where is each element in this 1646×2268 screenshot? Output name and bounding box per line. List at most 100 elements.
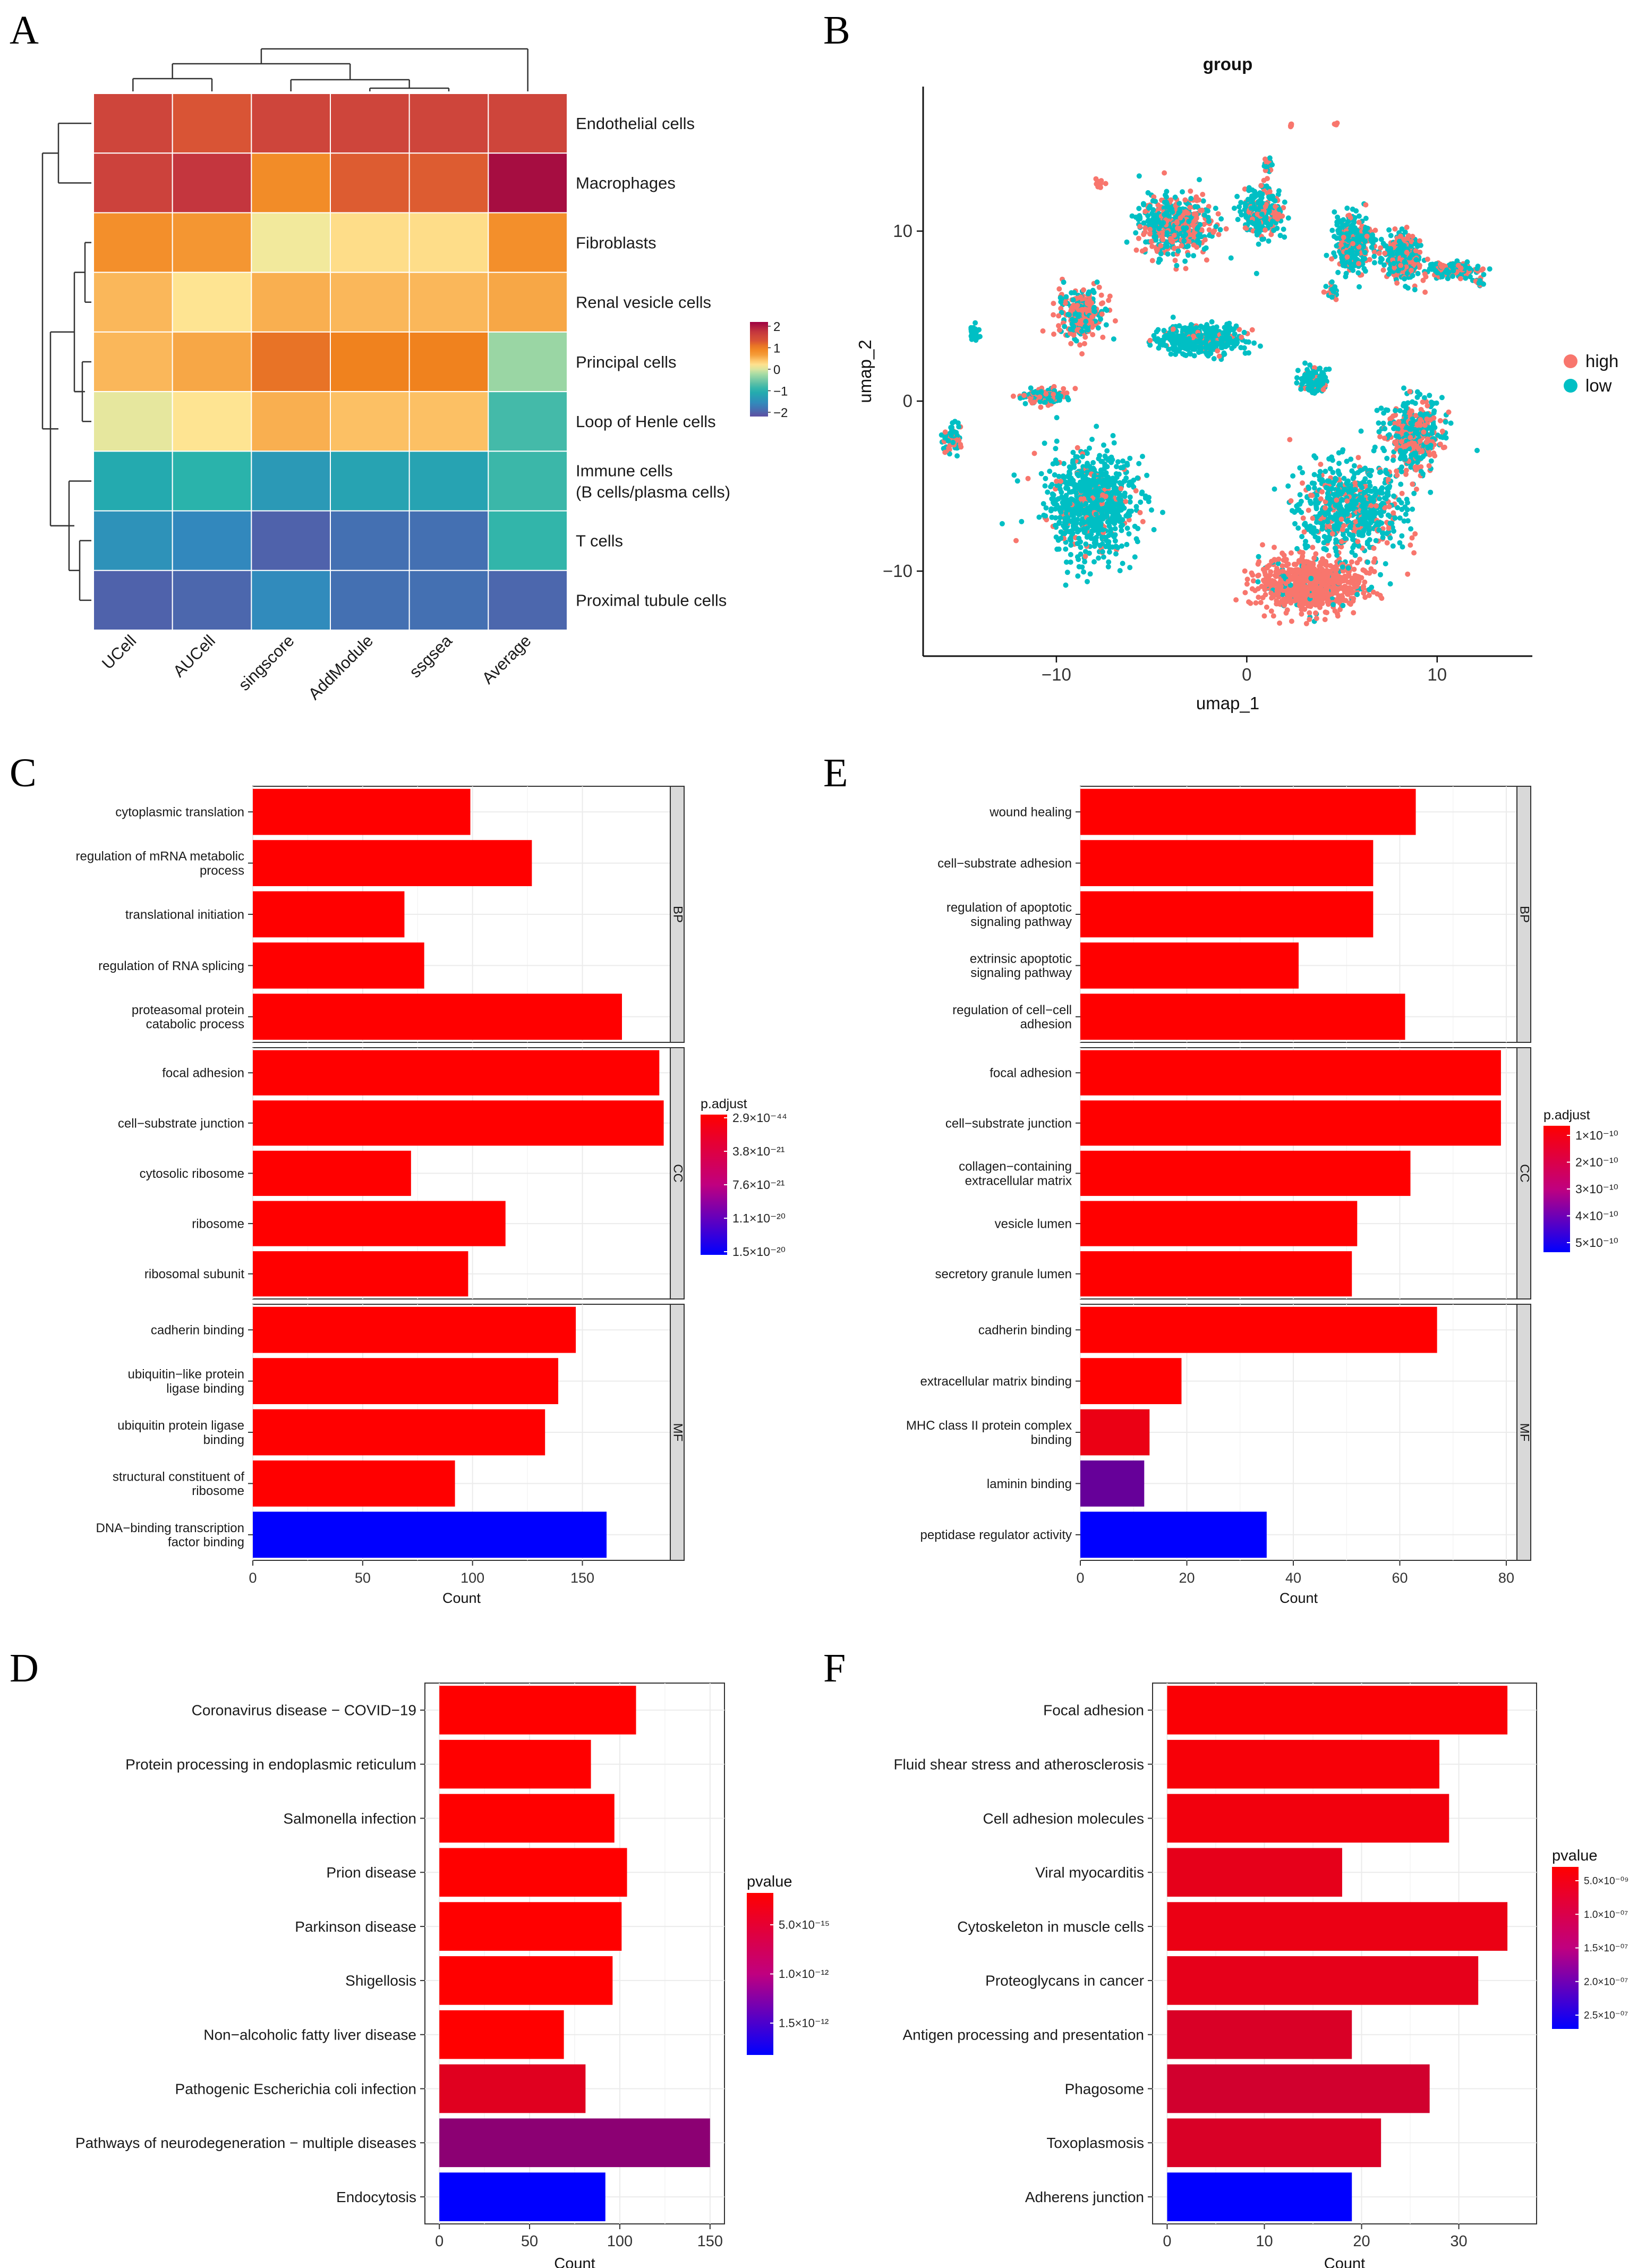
umap-point	[1294, 375, 1300, 381]
umap-point	[1326, 366, 1332, 372]
umap-point	[1259, 236, 1265, 242]
heatmap-cell	[330, 152, 410, 214]
umap-point	[1251, 340, 1257, 346]
umap-point	[1172, 194, 1178, 200]
umap-point	[1093, 538, 1098, 543]
umap-point	[1395, 268, 1401, 274]
umap-point	[1218, 216, 1224, 222]
umap-point	[1270, 613, 1276, 619]
umap-point	[1350, 575, 1355, 581]
umap-point	[1095, 325, 1101, 331]
umap-point	[1289, 618, 1294, 624]
umap-point	[1403, 284, 1409, 290]
umap-point	[1047, 469, 1053, 474]
umap-point	[1291, 562, 1297, 567]
panel-label-a: A	[10, 8, 39, 53]
umap-point	[1132, 523, 1138, 529]
umap-point	[1295, 525, 1301, 531]
umap-point	[1151, 527, 1157, 532]
umap-point	[1412, 531, 1418, 537]
umap-point	[1061, 461, 1067, 466]
umap-point	[1300, 515, 1306, 521]
umap-point	[1133, 536, 1139, 542]
umap-point	[1062, 530, 1068, 536]
umap-point	[1086, 533, 1091, 539]
umap-point	[1236, 204, 1242, 210]
umap-point	[1193, 194, 1199, 200]
umap-point	[1378, 236, 1384, 242]
umap-point	[1048, 506, 1054, 512]
umap-point	[1068, 341, 1074, 346]
umap-point	[1098, 184, 1103, 190]
umap-point	[1344, 458, 1350, 464]
umap-point	[1160, 509, 1165, 515]
umap-point	[1351, 463, 1357, 469]
umap-point	[1171, 251, 1176, 257]
umap-point	[1332, 491, 1337, 497]
umap-point	[1144, 472, 1150, 478]
umap-point	[1283, 610, 1289, 616]
umap-point	[1318, 601, 1324, 607]
umap-point	[1418, 411, 1423, 417]
umap-point	[1365, 559, 1370, 565]
umap-point	[1275, 600, 1281, 606]
umap-point	[1098, 292, 1104, 298]
umap-point	[1403, 414, 1409, 420]
umap-point	[1076, 564, 1082, 570]
umap-point	[1191, 234, 1197, 240]
umap-point	[1235, 217, 1241, 223]
umap-point	[1397, 456, 1403, 462]
umap-point	[1104, 448, 1110, 454]
umap-point	[1333, 503, 1338, 508]
umap-point	[1272, 545, 1277, 550]
heatmap-row-label: Principal cells	[576, 353, 677, 371]
umap-point	[1067, 536, 1073, 542]
umap-point	[1154, 246, 1159, 252]
umap-point	[1399, 226, 1405, 232]
umap-point	[1139, 491, 1145, 496]
umap-point	[1410, 506, 1415, 512]
umap-point	[1448, 420, 1454, 426]
umap-point	[1141, 220, 1147, 226]
umap-point	[1087, 445, 1092, 451]
umap-point	[1054, 461, 1060, 466]
umap-point	[1378, 259, 1383, 265]
umap-point	[1172, 258, 1178, 264]
umap-point	[1299, 509, 1304, 515]
umap-point	[1204, 257, 1209, 263]
umap-point	[1210, 230, 1216, 235]
umap-point	[1307, 498, 1313, 504]
umap-point	[1234, 193, 1240, 199]
umap-point	[1350, 545, 1356, 550]
umap-point	[1259, 195, 1265, 201]
umap-point	[1275, 560, 1281, 566]
umap-point	[1327, 466, 1333, 472]
umap-point	[1014, 478, 1020, 484]
umap-point	[1097, 527, 1103, 533]
umap-point	[1234, 336, 1239, 342]
umap-point	[1335, 525, 1341, 531]
umap-point	[1339, 254, 1345, 260]
umap-point	[1377, 434, 1383, 439]
umap-point	[1371, 559, 1377, 565]
heatmap-legend-tick-label: 2	[773, 320, 780, 334]
umap-point	[1409, 535, 1415, 541]
umap-point	[973, 320, 978, 326]
umap-point	[1305, 543, 1310, 549]
umap-point	[1119, 543, 1124, 549]
umap-point	[1331, 250, 1337, 256]
umap-point	[1096, 555, 1102, 561]
umap-point	[1282, 234, 1287, 240]
umap-point	[1068, 330, 1073, 336]
umap-point	[1149, 507, 1154, 513]
umap-point	[1439, 395, 1445, 401]
umap-point	[1405, 571, 1411, 577]
umap-point	[1332, 234, 1337, 240]
umap-point	[1263, 592, 1268, 598]
umap-point	[1392, 515, 1398, 521]
umap-point	[1347, 523, 1353, 529]
umap-point	[1421, 395, 1427, 401]
umap-point	[1321, 289, 1327, 295]
umap-point	[1332, 209, 1337, 215]
